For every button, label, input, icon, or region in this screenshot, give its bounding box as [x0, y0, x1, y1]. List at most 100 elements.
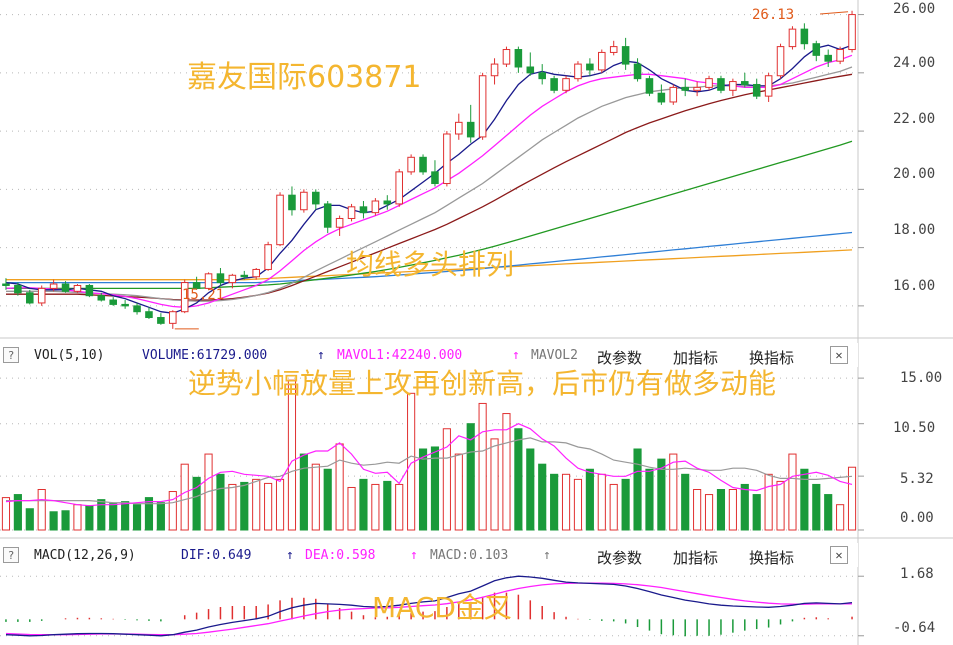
macd-ytick: -0.64	[893, 620, 936, 636]
candle-body	[97, 295, 106, 301]
volume-bar	[633, 448, 642, 531]
volume-bar	[681, 473, 690, 531]
volume-bar	[478, 402, 487, 531]
candle-body	[204, 273, 213, 289]
change-params-button[interactable]: 改参数	[597, 549, 643, 567]
candle-body	[228, 274, 237, 284]
candle-body	[395, 171, 403, 205]
volume-bar	[144, 497, 154, 531]
switch-indicator-button[interactable]: 换指标	[749, 349, 795, 367]
volume-bar	[669, 453, 678, 531]
volume-bar	[526, 448, 535, 531]
up-arrow-icon: ↑	[410, 548, 418, 563]
candle-body	[323, 203, 332, 228]
candle-body	[693, 86, 701, 91]
volume-bar	[323, 468, 332, 531]
candle-body	[621, 46, 630, 65]
candle-body	[300, 191, 308, 211]
volume-bar	[383, 480, 392, 531]
volume-bar	[585, 468, 594, 531]
candle-body	[562, 78, 570, 91]
volume-bar	[454, 453, 463, 531]
candle-body	[788, 28, 797, 48]
add-indicator-button[interactable]: 加指标	[673, 349, 719, 367]
stock-title-overlay: 嘉友国际603871	[187, 60, 422, 95]
volume-bar	[609, 483, 618, 531]
candle-body	[609, 46, 618, 53]
low-price-label: 15.21	[182, 287, 225, 303]
volume-bar	[514, 428, 523, 531]
candle-body	[109, 299, 117, 305]
volume-bar	[13, 494, 22, 531]
volume-bar	[25, 508, 34, 531]
price-ytick: 18.00	[893, 222, 936, 238]
candle-body	[14, 284, 22, 294]
candle-body	[371, 200, 380, 214]
volume-bar	[645, 468, 654, 531]
help-icon[interactable]: ?	[3, 547, 19, 563]
mavol1-value: MAVOL1:42240.000	[337, 348, 463, 363]
volume-bar	[49, 511, 58, 531]
volume-bar	[347, 486, 356, 531]
candle-body	[502, 49, 511, 65]
volume-bar	[37, 489, 46, 531]
volume-bar	[228, 483, 237, 531]
volume-bar	[371, 483, 380, 531]
close-icon[interactable]: ✕	[830, 546, 848, 564]
volume-bar	[1, 497, 11, 531]
volume-bar	[740, 483, 749, 531]
high-price-label: 26.13	[752, 7, 795, 23]
candle-body	[836, 49, 844, 62]
close-icon[interactable]: ✕	[830, 346, 848, 364]
volume-bar	[252, 478, 261, 531]
volume-bar	[776, 480, 785, 531]
volume-bar	[121, 501, 130, 531]
add-indicator-button[interactable]: 加指标	[673, 549, 719, 567]
candle-body	[598, 51, 606, 71]
volume-bar	[812, 483, 821, 531]
candle-body	[514, 49, 523, 68]
volume-bar	[752, 494, 761, 531]
candle-body	[157, 317, 165, 324]
volume-bar	[73, 504, 82, 531]
volume-bar	[275, 478, 285, 531]
volume-bar	[573, 478, 583, 531]
switch-indicator-button[interactable]: 换指标	[749, 549, 795, 567]
candle-body	[681, 86, 689, 91]
candle-body	[550, 78, 558, 91]
up-arrow-icon: ↑	[543, 548, 551, 563]
candle-body	[466, 121, 475, 138]
candle-body	[73, 284, 82, 292]
volume-bar	[264, 482, 273, 531]
dea-value: DEA:0.598	[305, 548, 376, 563]
volume-value: VOLUME:61729.000	[142, 348, 268, 363]
macd-value: MACD:0.103	[430, 548, 509, 563]
volume-bar	[597, 473, 606, 531]
ma-note-overlay: 均线多头排列	[346, 248, 515, 281]
candle-body	[347, 206, 356, 219]
ma-line-ma30	[6, 73, 853, 301]
volume-bar	[716, 489, 726, 531]
volume-bar	[538, 463, 547, 531]
up-arrow-icon: ↑	[317, 348, 325, 363]
volume-bar	[156, 502, 165, 531]
volume-bar	[704, 494, 714, 531]
candle-body	[490, 63, 499, 77]
candle-body	[669, 86, 678, 103]
change-params-button[interactable]: 改参数	[597, 349, 643, 367]
mavol1-line	[5, 423, 853, 507]
candle-body	[729, 81, 737, 91]
candle-body	[752, 83, 761, 97]
volume-bar	[240, 481, 249, 531]
help-icon[interactable]: ?	[3, 347, 19, 363]
candle-body	[26, 292, 34, 304]
candle-body	[764, 75, 773, 97]
candle-body	[741, 81, 749, 85]
candle-body	[538, 72, 546, 80]
price-ytick: 16.00	[893, 278, 936, 294]
candle-body	[2, 283, 10, 286]
candle-body	[264, 244, 272, 270]
volume-bar	[168, 491, 177, 531]
ma-line-ma60	[6, 140, 853, 290]
volume-bar	[824, 494, 833, 531]
